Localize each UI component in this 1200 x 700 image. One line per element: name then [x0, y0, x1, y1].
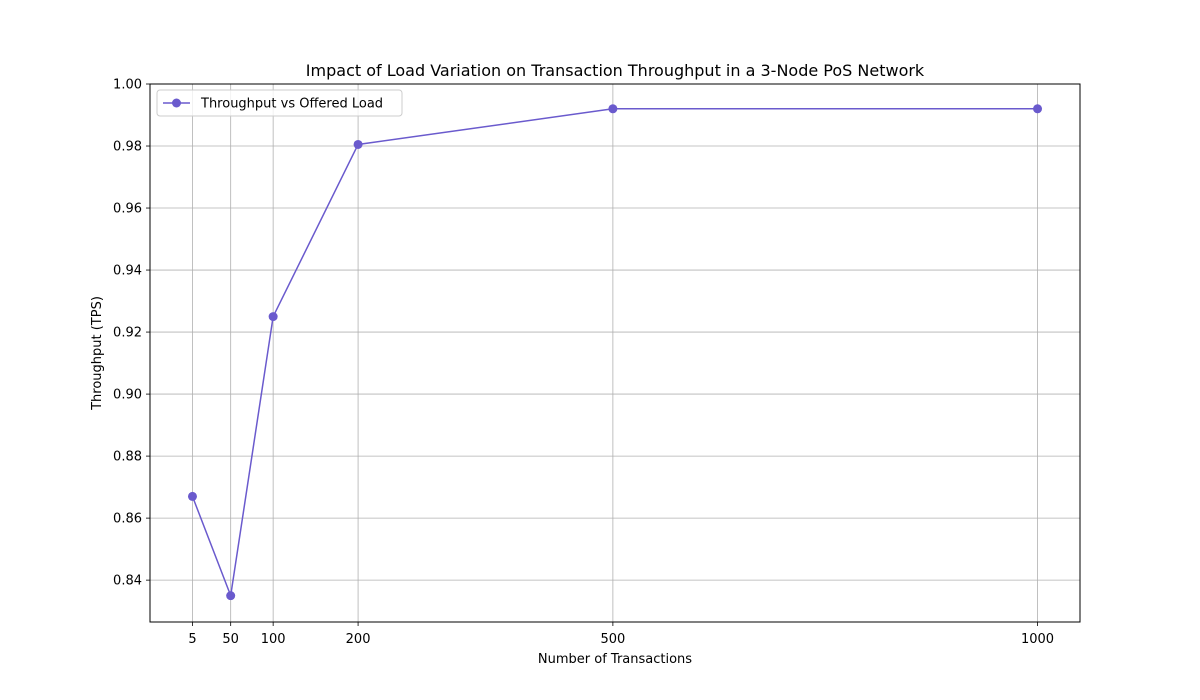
chart-title: Impact of Load Variation on Transaction …: [306, 61, 925, 80]
data-point: [187, 491, 197, 501]
data-point: [353, 139, 363, 149]
x-axis-label: Number of Transactions: [538, 652, 692, 667]
y-axis-label: Throughput (TPS): [90, 296, 105, 411]
x-tick-label: 50: [222, 632, 239, 647]
y-tick-label: 0.88: [113, 450, 142, 465]
series-line: [191, 108, 1038, 599]
data-point: [226, 591, 236, 601]
x-tick-label: 1000: [1021, 632, 1054, 647]
data-point: [1033, 104, 1043, 114]
y-tick-label: 0.96: [113, 202, 142, 217]
data-point: [608, 104, 618, 114]
x-tick-label: 100: [261, 632, 286, 647]
data-point: [268, 312, 278, 322]
legend: Throughput vs Offered Load: [156, 89, 403, 117]
legend-box: [156, 89, 403, 117]
x-tick-label: 5: [188, 632, 196, 647]
y-tick-label: 0.86: [113, 512, 142, 527]
y-tick-label: 0.94: [113, 264, 142, 279]
legend-marker-swatch: [172, 98, 181, 108]
x-tick-label: 500: [600, 632, 625, 647]
x-axis-ticks: 5 50 100 200 500 1000: [188, 622, 1054, 647]
legend-label: Throughput vs Offered Load: [200, 97, 383, 112]
y-axis-ticks: 0.84 0.86 0.88 0.90 0.92 0.94 0.96 0.98 1.00: [113, 78, 150, 589]
plot-series: [187, 104, 1043, 601]
y-tick-label: 0.98: [113, 140, 142, 155]
x-tick-label: 200: [346, 632, 371, 647]
y-tick-label: 0.90: [113, 388, 142, 403]
plot-frame: [149, 83, 1081, 623]
y-tick-label: 0.84: [113, 574, 142, 589]
y-tick-label: 1.00: [113, 78, 142, 93]
y-tick-label: 0.92: [113, 326, 142, 341]
